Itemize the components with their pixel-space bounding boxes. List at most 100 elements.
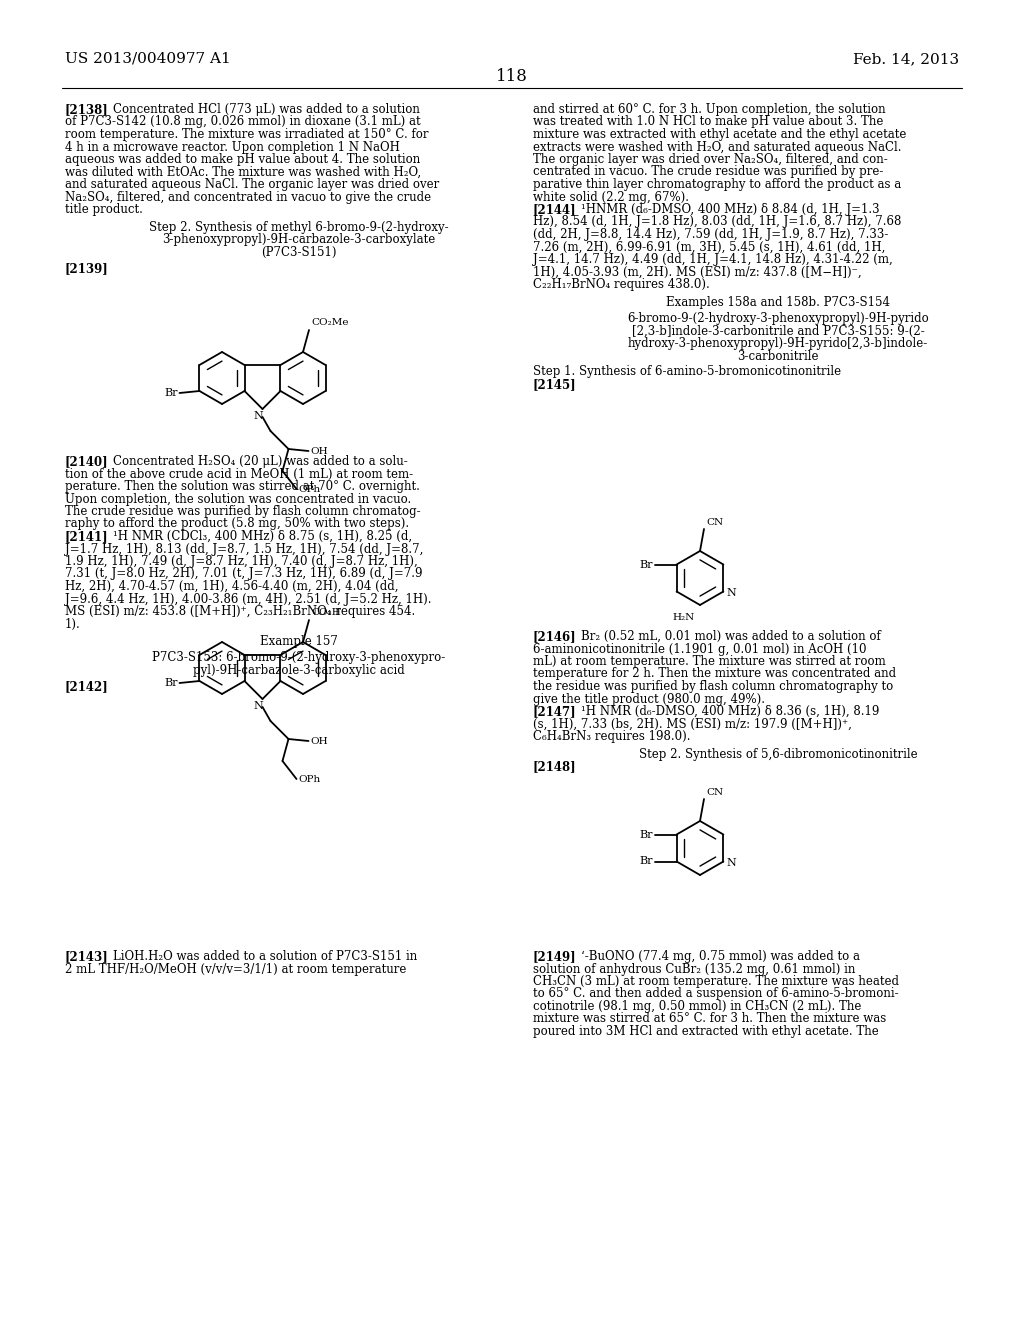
Text: white solid (2.2 mg, 67%).: white solid (2.2 mg, 67%). [534,190,689,203]
Text: OPh: OPh [299,484,321,494]
Text: ‘-BuONO (77.4 mg, 0.75 mmol) was added to a: ‘-BuONO (77.4 mg, 0.75 mmol) was added t… [581,950,860,964]
Text: OPh: OPh [299,775,321,784]
Text: centrated in vacuo. The crude residue was purified by pre-: centrated in vacuo. The crude residue wa… [534,165,884,178]
Text: give the title product (980.0 mg, 49%).: give the title product (980.0 mg, 49%). [534,693,765,705]
Text: [2143]: [2143] [65,950,109,964]
Text: 118: 118 [496,69,528,84]
Text: [2138]: [2138] [65,103,109,116]
Text: 4 h in a microwave reactor. Upon completion 1 N NaOH: 4 h in a microwave reactor. Upon complet… [65,140,400,153]
Text: Br₂ (0.52 mL, 0.01 mol) was added to a solution of: Br₂ (0.52 mL, 0.01 mol) was added to a s… [581,630,881,643]
Text: cotinotrile (98.1 mg, 0.50 mmol) in CH₃CN (2 mL). The: cotinotrile (98.1 mg, 0.50 mmol) in CH₃C… [534,1001,861,1012]
Text: Concentrated HCl (773 μL) was added to a solution: Concentrated HCl (773 μL) was added to a… [113,103,420,116]
Text: CN: CN [706,517,723,527]
Text: LiOH.H₂O was added to a solution of P7C3-S151 in: LiOH.H₂O was added to a solution of P7C3… [113,950,417,964]
Text: Br: Br [164,678,177,688]
Text: perature. Then the solution was stirred at 70° C. overnight.: perature. Then the solution was stirred … [65,480,420,492]
Text: Na₂SO₄, filtered, and concentrated in vacuo to give the crude: Na₂SO₄, filtered, and concentrated in va… [65,190,431,203]
Text: Br: Br [639,560,652,569]
Text: J=9.6, 4.4 Hz, 1H), 4.00-3.86 (m, 4H), 2.51 (d, J=5.2 Hz, 1H).: J=9.6, 4.4 Hz, 1H), 4.00-3.86 (m, 4H), 2… [65,593,431,606]
Text: 6-aminonicotinonitrile (1.1901 g, 0.01 mol) in AcOH (10: 6-aminonicotinonitrile (1.1901 g, 0.01 m… [534,643,866,656]
Text: mixture was extracted with ethyl acetate and the ethyl acetate: mixture was extracted with ethyl acetate… [534,128,906,141]
Text: [2139]: [2139] [65,261,109,275]
Text: [2149]: [2149] [534,950,577,964]
Text: 3-carbonitrile: 3-carbonitrile [737,350,819,363]
Text: and saturated aqueous NaCl. The organic layer was dried over: and saturated aqueous NaCl. The organic … [65,178,439,191]
Text: temperature for 2 h. Then the mixture was concentrated and: temperature for 2 h. Then the mixture wa… [534,668,896,681]
Text: 7.26 (m, 2H), 6.99-6.91 (m, 3H), 5.45 (s, 1H), 4.61 (dd, 1H,: 7.26 (m, 2H), 6.99-6.91 (m, 3H), 5.45 (s… [534,240,886,253]
Text: US 2013/0040977 A1: US 2013/0040977 A1 [65,51,230,66]
Text: Step 2. Synthesis of methyl 6-bromo-9-(2-hydroxy-: Step 2. Synthesis of methyl 6-bromo-9-(2… [150,220,449,234]
Text: Example 157: Example 157 [260,635,338,648]
Text: ¹HNMR (d₆-DMSO, 400 MHz) δ 8.84 (d, 1H, J=1.3: ¹HNMR (d₆-DMSO, 400 MHz) δ 8.84 (d, 1H, … [581,203,880,216]
Text: was diluted with EtOAc. The mixture was washed with H₂O,: was diluted with EtOAc. The mixture was … [65,165,421,178]
Text: and stirred at 60° C. for 3 h. Upon completion, the solution: and stirred at 60° C. for 3 h. Upon comp… [534,103,886,116]
Text: MS (ESI) m/z: 453.8 ([M+H])⁺, C₂₃H₂₁BrNO₄ requires 454.: MS (ESI) m/z: 453.8 ([M+H])⁺, C₂₃H₂₁BrNO… [65,605,416,618]
Text: ¹H NMR (d₆-DMSO, 400 MHz) δ 8.36 (s, 1H), 8.19: ¹H NMR (d₆-DMSO, 400 MHz) δ 8.36 (s, 1H)… [581,705,880,718]
Text: Concentrated H₂SO₄ (20 μL) was added to a solu-: Concentrated H₂SO₄ (20 μL) was added to … [113,455,408,469]
Text: 1H), 4.05-3.93 (m, 2H). MS (ESI) m/z: 437.8 ([M−H])⁻,: 1H), 4.05-3.93 (m, 2H). MS (ESI) m/z: 43… [534,265,861,279]
Text: aqueous was added to make pH value about 4. The solution: aqueous was added to make pH value about… [65,153,420,166]
Text: Br: Br [639,829,652,840]
Text: [2145]: [2145] [534,378,577,391]
Text: CH₃CN (3 mL) at room temperature. The mixture was heated: CH₃CN (3 mL) at room temperature. The mi… [534,975,899,987]
Text: 3-phenoxypropyl)-9H-carbazole-3-carboxylate: 3-phenoxypropyl)-9H-carbazole-3-carboxyl… [163,234,435,247]
Text: OH: OH [310,446,328,455]
Text: The crude residue was purified by flash column chromatog-: The crude residue was purified by flash … [65,506,421,517]
Text: 1.9 Hz, 1H), 7.49 (d, J=8.7 Hz, 1H), 7.40 (d, J=8.7 Hz, 1H),: 1.9 Hz, 1H), 7.49 (d, J=8.7 Hz, 1H), 7.4… [65,554,418,568]
Text: J=4.1, 14.7 Hz), 4.49 (dd, 1H, J=4.1, 14.8 Hz), 4.31-4.22 (m,: J=4.1, 14.7 Hz), 4.49 (dd, 1H, J=4.1, 14… [534,253,893,267]
Text: 1).: 1). [65,618,81,631]
Text: 7.31 (t, J=8.0 Hz, 2H), 7.01 (t, J=7.3 Hz, 1H), 6.89 (d, J=7.9: 7.31 (t, J=8.0 Hz, 2H), 7.01 (t, J=7.3 H… [65,568,423,581]
Text: Feb. 14, 2013: Feb. 14, 2013 [853,51,959,66]
Text: the residue was purified by flash column chromatography to: the residue was purified by flash column… [534,680,893,693]
Text: N: N [726,858,736,867]
Text: 6-bromo-9-(2-hydroxy-3-phenoxypropyl)-9H-pyrido: 6-bromo-9-(2-hydroxy-3-phenoxypropyl)-9H… [627,312,929,325]
Text: H₂N: H₂N [673,612,695,622]
Text: [2148]: [2148] [534,760,577,774]
Text: to 65° C. and then added a suspension of 6-amino-5-bromoni-: to 65° C. and then added a suspension of… [534,987,899,1001]
Text: Hz), 8.54 (d, 1H, J=1.8 Hz), 8.03 (dd, 1H, J=1.6, 8.7 Hz), 7.68: Hz), 8.54 (d, 1H, J=1.8 Hz), 8.03 (dd, 1… [534,215,901,228]
Text: title product.: title product. [65,203,143,216]
Text: The organic layer was dried over Na₂SO₄, filtered, and con-: The organic layer was dried over Na₂SO₄,… [534,153,888,166]
Text: [2,3-b]indole-3-carbonitrile and P7C3-S155: 9-(2-: [2,3-b]indole-3-carbonitrile and P7C3-S1… [632,325,925,338]
Text: pyl)-9H-carbazole-3-carboxylic acid: pyl)-9H-carbazole-3-carboxylic acid [194,664,404,677]
Text: CO₂H: CO₂H [311,609,341,616]
Text: [2146]: [2146] [534,630,577,643]
Text: [2142]: [2142] [65,680,109,693]
Text: Examples 158a and 158b. P7C3-S154: Examples 158a and 158b. P7C3-S154 [666,296,890,309]
Text: ¹H NMR (CDCl₃, 400 MHz) δ 8.75 (s, 1H), 8.25 (d,: ¹H NMR (CDCl₃, 400 MHz) δ 8.75 (s, 1H), … [113,531,412,543]
Text: solution of anhydrous CuBr₂ (135.2 mg, 0.61 mmol) in: solution of anhydrous CuBr₂ (135.2 mg, 0… [534,962,855,975]
Text: N: N [254,701,263,711]
Text: hydroxy-3-phenoxypropyl)-9H-pyrido[2,3-b]indole-: hydroxy-3-phenoxypropyl)-9H-pyrido[2,3-b… [628,337,928,350]
Text: of P7C3-S142 (10.8 mg, 0.026 mmol) in dioxane (3.1 mL) at: of P7C3-S142 (10.8 mg, 0.026 mmol) in di… [65,116,421,128]
Text: Br: Br [164,388,177,399]
Text: Upon completion, the solution was concentrated in vacuo.: Upon completion, the solution was concen… [65,492,412,506]
Text: N: N [726,587,736,598]
Text: Step 2. Synthesis of 5,6-dibromonicotinonitrile: Step 2. Synthesis of 5,6-dibromonicotino… [639,748,918,762]
Text: N: N [254,411,263,421]
Text: P7C3-S153: 6-bromo-9-(2-hydroxy-3-phenoxypro-: P7C3-S153: 6-bromo-9-(2-hydroxy-3-phenox… [153,652,445,664]
Text: room temperature. The mixture was irradiated at 150° C. for: room temperature. The mixture was irradi… [65,128,428,141]
Text: C₂₂H₁₇BrNO₄ requires 438.0).: C₂₂H₁₇BrNO₄ requires 438.0). [534,279,710,290]
Text: extracts were washed with H₂O, and saturated aqueous NaCl.: extracts were washed with H₂O, and satur… [534,140,901,153]
Text: 2 mL THF/H₂O/MeOH (v/v/v=3/1/1) at room temperature: 2 mL THF/H₂O/MeOH (v/v/v=3/1/1) at room … [65,962,407,975]
Text: [2141]: [2141] [65,531,109,543]
Text: OH: OH [310,737,328,746]
Text: [2147]: [2147] [534,705,577,718]
Text: Hz, 2H), 4.70-4.57 (m, 1H), 4.56-4.40 (m, 2H), 4.04 (dd,: Hz, 2H), 4.70-4.57 (m, 1H), 4.56-4.40 (m… [65,579,398,593]
Text: J=1.7 Hz, 1H), 8.13 (dd, J=8.7, 1.5 Hz, 1H), 7.54 (dd, J=8.7,: J=1.7 Hz, 1H), 8.13 (dd, J=8.7, 1.5 Hz, … [65,543,423,556]
Text: (dd, 2H, J=8.8, 14.4 Hz), 7.59 (dd, 1H, J=1.9, 8.7 Hz), 7.33-: (dd, 2H, J=8.8, 14.4 Hz), 7.59 (dd, 1H, … [534,228,889,242]
Text: CN: CN [706,788,723,797]
Text: was treated with 1.0 N HCl to make pH value about 3. The: was treated with 1.0 N HCl to make pH va… [534,116,884,128]
Text: mL) at room temperature. The mixture was stirred at room: mL) at room temperature. The mixture was… [534,655,886,668]
Text: CO₂Me: CO₂Me [311,318,348,327]
Text: parative thin layer chromatography to afford the product as a: parative thin layer chromatography to af… [534,178,901,191]
Text: poured into 3M HCl and extracted with ethyl acetate. The: poured into 3M HCl and extracted with et… [534,1026,879,1038]
Text: [2140]: [2140] [65,455,109,469]
Text: (s, 1H), 7.33 (bs, 2H). MS (ESI) m/z: 197.9 ([M+H])⁺,: (s, 1H), 7.33 (bs, 2H). MS (ESI) m/z: 19… [534,718,852,730]
Text: Br: Br [639,857,652,866]
Text: mixture was stirred at 65° C. for 3 h. Then the mixture was: mixture was stirred at 65° C. for 3 h. T… [534,1012,886,1026]
Text: C₆H₄BrN₃ requires 198.0).: C₆H₄BrN₃ requires 198.0). [534,730,690,743]
Text: Step 1. Synthesis of 6-amino-5-bromonicotinonitrile: Step 1. Synthesis of 6-amino-5-bromonico… [534,366,841,379]
Text: [2144]: [2144] [534,203,577,216]
Text: raphy to afford the product (5.8 mg, 50% with two steps).: raphy to afford the product (5.8 mg, 50%… [65,517,410,531]
